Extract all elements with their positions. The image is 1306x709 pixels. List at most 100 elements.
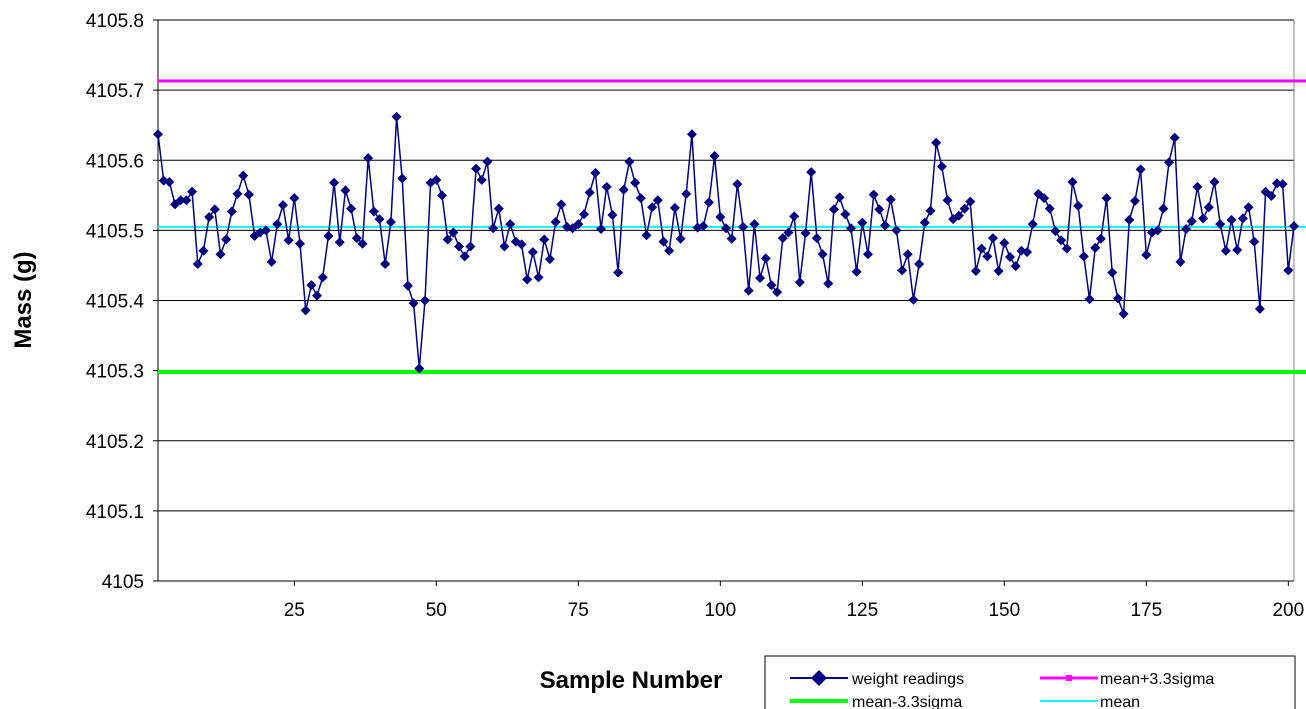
data-point (755, 273, 766, 284)
data-point (402, 280, 413, 291)
y-tick-label: 4105.6 (86, 151, 144, 172)
data-point (1090, 242, 1101, 253)
data-point (1277, 179, 1288, 190)
legend-label-mean: mean (1100, 694, 1140, 709)
data-point (959, 203, 970, 214)
data-point (1215, 219, 1226, 230)
data-point (828, 204, 839, 215)
data-point (1192, 181, 1203, 192)
data-point (437, 190, 447, 201)
data-point (181, 195, 192, 206)
data-point (505, 219, 516, 230)
data-point (715, 212, 726, 223)
legend-label-weight-readings: weight readings (851, 671, 964, 688)
legend-box (764, 655, 1296, 709)
data-point (703, 197, 714, 208)
data-point (164, 176, 175, 187)
data-point (1044, 203, 1055, 214)
data-point (419, 295, 430, 306)
x-tick-label: 175 (1130, 600, 1162, 621)
data-point (300, 305, 311, 316)
data-point (334, 237, 345, 248)
data-point (238, 170, 249, 181)
data-point (880, 220, 891, 231)
y-tick-label: 4105.3 (86, 362, 144, 383)
x-tick-label: 100 (704, 600, 736, 621)
data-point (471, 163, 482, 174)
data-point (658, 236, 669, 247)
y-tick-label: 4105.5 (86, 221, 144, 242)
data-point (414, 363, 425, 374)
data-point (1266, 191, 1277, 202)
data-point (834, 192, 845, 203)
y-tick-label: 4105.1 (86, 502, 144, 523)
data-point (272, 219, 283, 230)
data-point (573, 219, 584, 230)
data-point (891, 225, 902, 236)
data-point (1181, 223, 1192, 234)
data-point (709, 151, 720, 162)
x-tick-label: 150 (988, 600, 1020, 621)
data-point (647, 202, 658, 213)
data-point (363, 153, 374, 164)
data-point (953, 210, 964, 221)
data-point (209, 204, 220, 215)
data-point (863, 249, 873, 260)
data-point (686, 129, 697, 140)
data-point (817, 249, 828, 260)
data-point (1232, 245, 1243, 256)
legend: weight readings mean+3.3sigma mean-3.3si… (764, 655, 1296, 709)
data-point (306, 280, 317, 291)
y-tick-label: 4105 (102, 572, 144, 593)
gridlines (158, 19, 1294, 512)
data-point (868, 189, 879, 200)
data-point (823, 278, 834, 289)
data-point (465, 241, 476, 252)
legend-label-mean-minus-3-3sigma: mean-3.3sigma (852, 694, 962, 709)
data-point (613, 267, 624, 278)
data-point (584, 187, 595, 198)
data-point (204, 212, 215, 223)
data-point (368, 206, 379, 217)
data-point (999, 237, 1010, 248)
x-tick-label: 25 (284, 600, 305, 621)
y-tick-label: 4105.4 (86, 292, 145, 313)
data-point (931, 137, 942, 148)
data-point (153, 129, 163, 140)
data-point (1203, 202, 1214, 213)
data-point (1135, 164, 1146, 175)
data-point (1124, 214, 1135, 225)
data-point (590, 167, 601, 178)
data-point (1226, 214, 1237, 225)
data-point (845, 223, 856, 234)
data-point (624, 156, 635, 167)
data-point (1243, 202, 1254, 213)
data-point (965, 196, 976, 207)
data-point (1107, 267, 1118, 278)
data-point (544, 254, 555, 265)
data-point (499, 241, 510, 252)
data-point (556, 199, 567, 210)
y-tick-label: 4105.7 (86, 81, 144, 102)
data-point (789, 211, 800, 222)
y-tick-label: 4105.2 (86, 432, 144, 453)
data-point (408, 298, 419, 309)
data-point (1198, 213, 1209, 224)
data-point (794, 277, 805, 288)
data-point (175, 195, 186, 206)
data-point (902, 249, 913, 260)
data-point (221, 234, 232, 245)
data-point (1005, 252, 1015, 263)
data-point (442, 234, 453, 245)
data-point (749, 219, 760, 230)
data-point (618, 184, 629, 195)
data-point (192, 259, 203, 270)
data-point (721, 223, 731, 234)
data-point (295, 238, 305, 249)
data-point (340, 185, 351, 196)
x-tick-label: 200 (1272, 600, 1304, 621)
data-point (777, 233, 788, 244)
data-point (550, 216, 561, 227)
data-point (772, 287, 783, 298)
data-point (493, 203, 504, 214)
